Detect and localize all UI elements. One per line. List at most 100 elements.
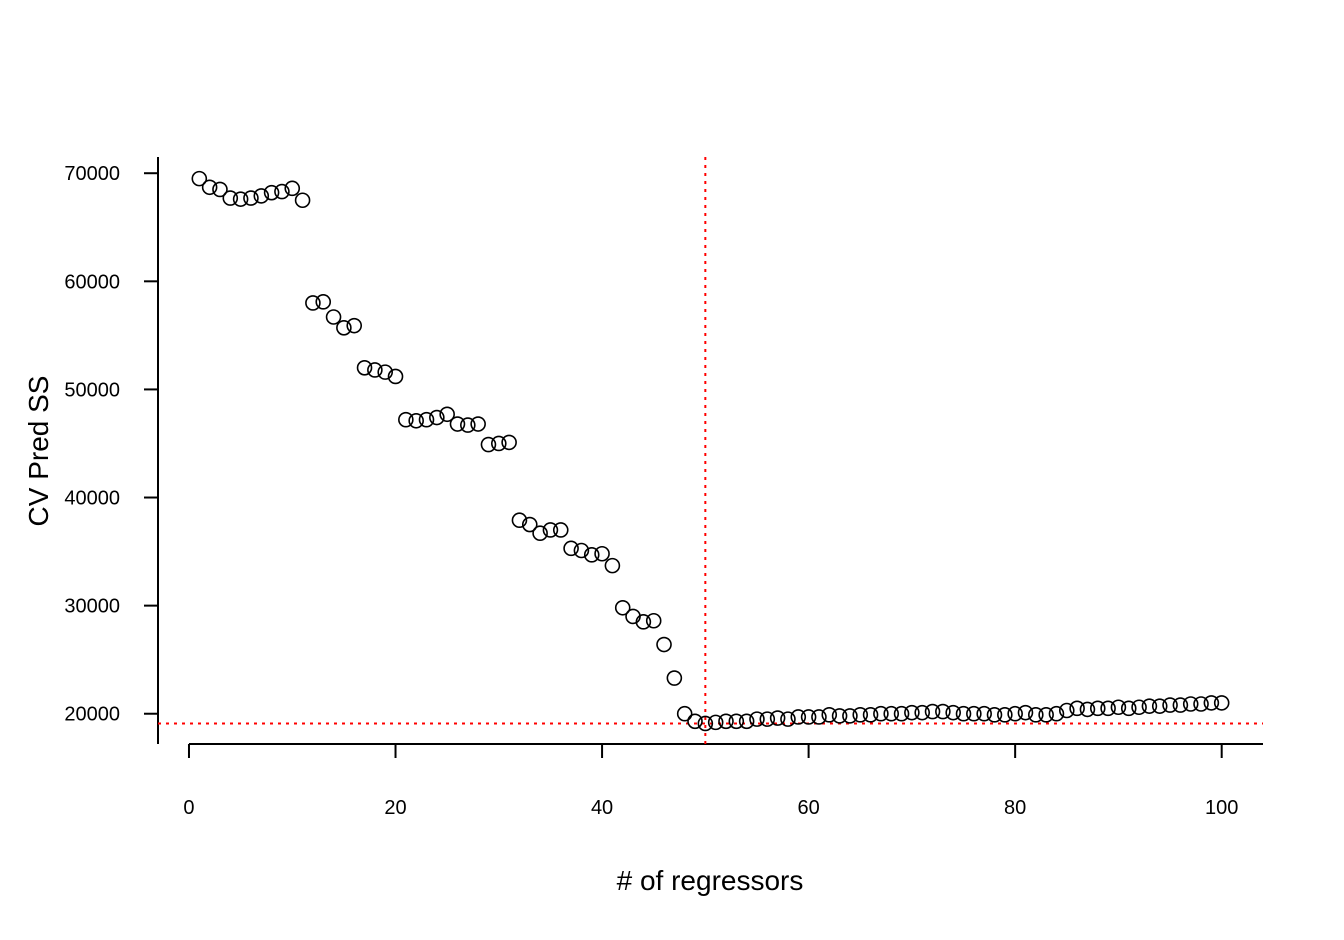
data-point bbox=[521, 516, 538, 533]
data-points bbox=[191, 170, 1230, 732]
x-axis-title: # of regressors bbox=[617, 865, 804, 896]
data-point bbox=[697, 715, 714, 732]
data-point bbox=[1069, 700, 1085, 717]
x-tick-label: 20 bbox=[384, 797, 406, 819]
data-point bbox=[377, 364, 393, 380]
data-point bbox=[749, 711, 765, 727]
data-point bbox=[1007, 705, 1023, 722]
data-point bbox=[1151, 698, 1168, 714]
data-point bbox=[862, 707, 879, 723]
x-tick-label: 60 bbox=[797, 797, 819, 819]
data-point bbox=[666, 670, 683, 686]
data-point bbox=[325, 309, 342, 325]
data-point bbox=[222, 190, 239, 206]
data-point bbox=[1038, 707, 1054, 723]
data-point bbox=[842, 708, 858, 724]
data-point bbox=[429, 409, 445, 426]
data-point bbox=[583, 547, 600, 563]
data-point bbox=[997, 707, 1013, 723]
data-point bbox=[346, 317, 363, 334]
data-point bbox=[191, 170, 208, 187]
data-point bbox=[212, 181, 228, 198]
data-point bbox=[1141, 698, 1158, 714]
data-point bbox=[759, 711, 776, 727]
data-point bbox=[274, 183, 290, 200]
data-point bbox=[336, 320, 352, 336]
data-point bbox=[738, 713, 755, 730]
data-point bbox=[914, 704, 931, 721]
x-axis-ticks: 0 20 40 60 80 100 bbox=[183, 744, 1238, 819]
data-point bbox=[1089, 700, 1106, 717]
data-point bbox=[201, 179, 218, 196]
data-point bbox=[924, 703, 941, 720]
data-point bbox=[935, 703, 951, 720]
data-point bbox=[263, 184, 280, 201]
x-tick-label: 0 bbox=[183, 797, 194, 819]
reference-lines bbox=[158, 157, 1263, 744]
data-point bbox=[614, 599, 631, 616]
data-point bbox=[831, 708, 848, 724]
data-point bbox=[305, 295, 321, 311]
data-point bbox=[501, 434, 517, 451]
data-point bbox=[883, 705, 900, 722]
data-point bbox=[893, 705, 910, 722]
data-point bbox=[449, 416, 466, 432]
data-point bbox=[367, 362, 383, 378]
data-point bbox=[1131, 699, 1147, 716]
data-point bbox=[1120, 700, 1137, 717]
data-point bbox=[408, 412, 424, 429]
data-point bbox=[594, 545, 610, 562]
data-point bbox=[439, 406, 455, 423]
data-point bbox=[552, 522, 569, 538]
data-point bbox=[1028, 707, 1044, 723]
data-point bbox=[676, 705, 693, 722]
data-point bbox=[873, 705, 889, 722]
data-point bbox=[811, 709, 827, 725]
data-point bbox=[645, 612, 662, 629]
data-point bbox=[728, 713, 745, 730]
data-point bbox=[955, 705, 972, 722]
data-point bbox=[1193, 696, 1209, 712]
data-point bbox=[604, 557, 621, 574]
data-point bbox=[790, 709, 807, 725]
data-point bbox=[976, 705, 992, 722]
data-point bbox=[315, 294, 332, 310]
data-point bbox=[284, 180, 301, 197]
data-point bbox=[542, 522, 559, 538]
data-point bbox=[1203, 695, 1220, 711]
data-point bbox=[480, 436, 497, 453]
data-point bbox=[707, 714, 724, 731]
data-point bbox=[800, 709, 817, 725]
data-point bbox=[1017, 704, 1034, 721]
data-point bbox=[966, 705, 982, 722]
data-point bbox=[398, 411, 414, 428]
data-point bbox=[769, 710, 786, 726]
data-point bbox=[356, 360, 373, 376]
data-point bbox=[1213, 695, 1230, 711]
data-point bbox=[1110, 699, 1127, 716]
x-tick-label: 40 bbox=[591, 797, 613, 819]
data-point bbox=[780, 711, 796, 727]
y-tick-label: 60000 bbox=[64, 271, 120, 293]
y-tick-label: 50000 bbox=[64, 379, 120, 401]
data-point bbox=[821, 707, 838, 723]
x-tick-label: 80 bbox=[1004, 797, 1026, 819]
data-point bbox=[1048, 705, 1065, 722]
y-tick-label: 70000 bbox=[64, 163, 120, 185]
data-point bbox=[904, 704, 920, 721]
y-tick-label: 20000 bbox=[64, 704, 120, 726]
data-point bbox=[635, 614, 652, 630]
axes bbox=[157, 157, 1263, 745]
data-point bbox=[460, 417, 476, 433]
data-point bbox=[687, 713, 703, 730]
data-point bbox=[1172, 697, 1189, 713]
data-point bbox=[1058, 702, 1075, 719]
data-point bbox=[532, 525, 548, 541]
y-tick-label: 30000 bbox=[64, 596, 120, 618]
data-point bbox=[945, 704, 961, 721]
data-point bbox=[986, 707, 1003, 723]
y-axis-title: CV Pred SS bbox=[23, 376, 54, 527]
data-point bbox=[232, 191, 249, 207]
data-point bbox=[511, 512, 528, 529]
